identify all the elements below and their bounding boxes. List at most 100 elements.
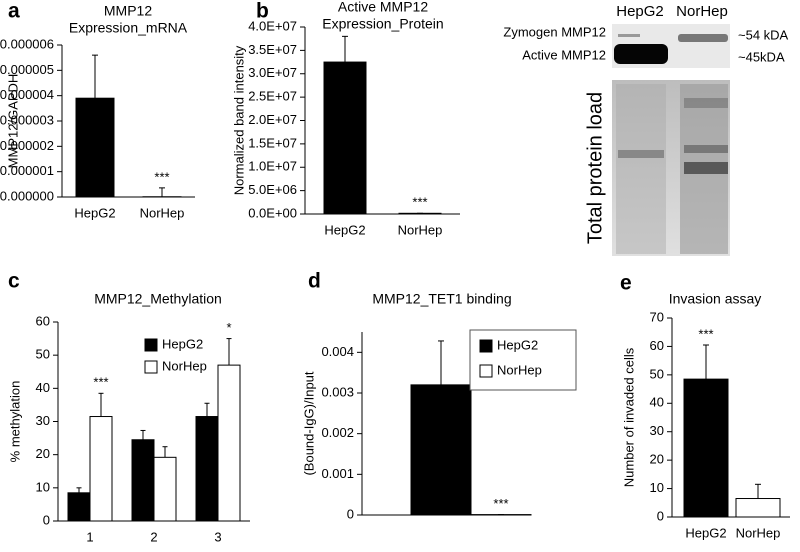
y-tick-label: 60: [36, 313, 50, 328]
y-tick-label: 3.5E+07: [248, 42, 297, 57]
protein-band: [684, 98, 728, 108]
western-blot: HepG2 NorHep Zymogen MMP12 Active MMP12 …: [503, 3, 789, 256]
y-tick-label: 0: [347, 506, 354, 521]
size-label: ~54 kDA: [738, 27, 789, 42]
chart-title: Active MMP12: [338, 0, 428, 15]
chart-title: MMP12_Methylation: [94, 291, 222, 307]
bar: [323, 61, 367, 215]
blot-band: [678, 34, 728, 42]
annotation: ***: [154, 169, 169, 184]
band-label: Zymogen MMP12: [503, 24, 606, 39]
y-axis-label: % methylation: [7, 381, 22, 463]
size-label: ~45kDA: [738, 49, 785, 64]
y-tick-label: 0.000005: [0, 62, 54, 77]
bar: [75, 97, 115, 198]
annotation: ***: [412, 195, 427, 210]
bar: [195, 416, 219, 522]
annotation: ***: [698, 326, 713, 341]
panel-letter: c: [8, 270, 20, 293]
y-tick-label: 0.004: [321, 344, 354, 359]
y-tick-label: 0.003: [321, 384, 354, 399]
bar: [67, 492, 91, 522]
legend-swatch: [479, 364, 493, 378]
y-tick-label: 10: [36, 479, 50, 494]
protein-lane: [616, 84, 666, 254]
y-tick-label: 0: [657, 508, 664, 523]
panel-letter: b: [256, 0, 269, 23]
legend-label: HepG2: [497, 337, 538, 352]
annotation: *: [226, 320, 231, 335]
y-tick-label: 30: [650, 423, 664, 438]
y-tick-label: 0.000002: [0, 138, 54, 153]
chart-title: Expression_mRNA: [69, 20, 188, 36]
bar: [217, 364, 241, 522]
x-tick-label: HepG2: [324, 222, 365, 237]
y-tick-label: 1.0E+07: [248, 159, 297, 174]
x-tick-label: 3: [214, 529, 221, 544]
y-axis-label: Normalized band intensity: [231, 45, 246, 195]
chart-title: MMP12_TET1 binding: [372, 291, 511, 307]
legend-swatch: [479, 339, 493, 353]
y-tick-label: 40: [650, 395, 664, 410]
y-tick-label: 0.002: [321, 425, 354, 440]
bar: [735, 498, 781, 518]
x-tick-label: NorHep: [736, 525, 781, 540]
y-tick-label: 50: [650, 366, 664, 381]
bar: [410, 384, 472, 516]
legend-label: NorHep: [497, 362, 542, 377]
bar: [131, 439, 155, 522]
chart-title: MMP12: [104, 3, 152, 19]
y-tick-label: 2.0E+07: [248, 112, 297, 127]
y-tick-label: 20: [650, 452, 664, 467]
y-tick-label: 30: [36, 413, 50, 428]
y-axis-label: Number of invaded cells: [621, 347, 636, 487]
protein-band: [684, 145, 728, 153]
y-tick-label: 50: [36, 347, 50, 362]
y-tick-label: 0.0E+00: [248, 205, 297, 220]
protein-band: [618, 150, 664, 158]
y-tick-label: 0.000000: [0, 188, 54, 203]
load-label: Total protein load: [584, 92, 606, 244]
y-tick-label: 0.000004: [0, 87, 54, 102]
legend-label: NorHep: [162, 358, 207, 373]
x-tick-label: HepG2: [74, 205, 115, 220]
y-tick-label: 0.000006: [0, 36, 54, 51]
y-tick-label: 0.000003: [0, 112, 54, 127]
x-tick-label: NorHep: [398, 222, 443, 237]
y-axis-label: (Bound-IgG)/Input: [301, 371, 316, 475]
y-tick-label: 2.5E+07: [248, 89, 297, 104]
protein-band: [684, 162, 728, 174]
y-tick-label: 0.000001: [0, 163, 54, 178]
legend-swatch: [144, 338, 158, 352]
bar: [153, 456, 177, 522]
y-tick-label: 5.0E+06: [248, 182, 297, 197]
y-tick-label: 0: [43, 512, 50, 527]
y-tick-label: 0.001: [321, 466, 354, 481]
panel-letter: a: [8, 0, 20, 23]
annotation: ***: [93, 375, 108, 390]
x-tick-label: 1: [86, 529, 93, 544]
legend-label: HepG2: [162, 336, 203, 351]
x-tick-label: HepG2: [685, 525, 726, 540]
y-tick-label: 1.5E+07: [248, 135, 297, 150]
chart-title: Invasion assay: [669, 291, 762, 307]
lane-label: HepG2: [616, 3, 664, 20]
y-tick-label: 60: [650, 338, 664, 353]
panel-letter: e: [620, 272, 632, 295]
y-tick-label: 20: [36, 446, 50, 461]
y-tick-label: 4.0E+07: [248, 18, 297, 33]
y-tick-label: 10: [650, 480, 664, 495]
chart-title: Expression_Protein: [322, 16, 443, 32]
y-tick-label: 3.0E+07: [248, 65, 297, 80]
y-tick-label: 40: [36, 380, 50, 395]
y-tick-label: 70: [650, 309, 664, 324]
panel-letter: d: [308, 270, 321, 293]
x-tick-label: NorHep: [140, 205, 185, 220]
blot-band: [614, 44, 668, 64]
lane-label: NorHep: [676, 3, 728, 20]
legend-swatch: [144, 360, 158, 374]
y-axis-label: MMP12/GAPDH: [5, 74, 20, 169]
bar: [89, 416, 113, 522]
x-tick-label: 2: [150, 529, 157, 544]
